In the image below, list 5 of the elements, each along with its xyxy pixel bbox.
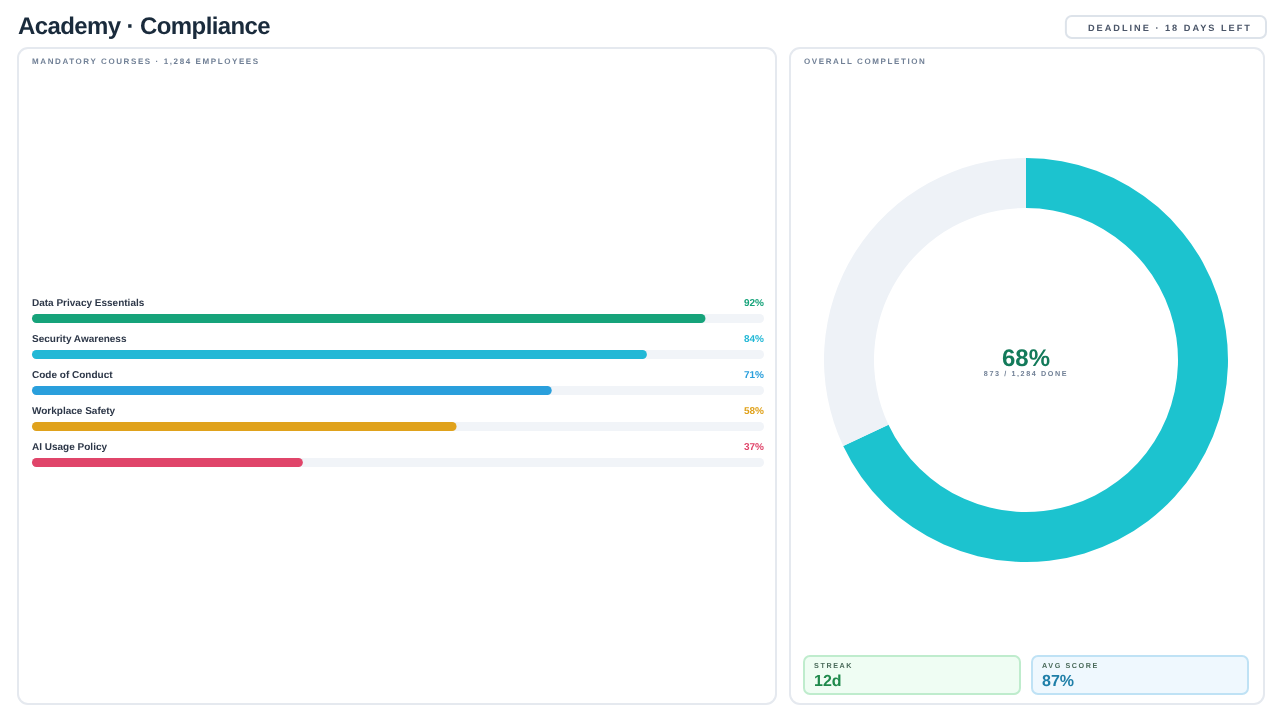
text: 12d bbox=[814, 672, 842, 690]
data-label: 68% bbox=[1001, 344, 1051, 372]
text: 87% bbox=[1042, 672, 1075, 690]
text: Academy · Compliance bbox=[18, 12, 272, 40]
donut-slice bbox=[843, 158, 1228, 562]
